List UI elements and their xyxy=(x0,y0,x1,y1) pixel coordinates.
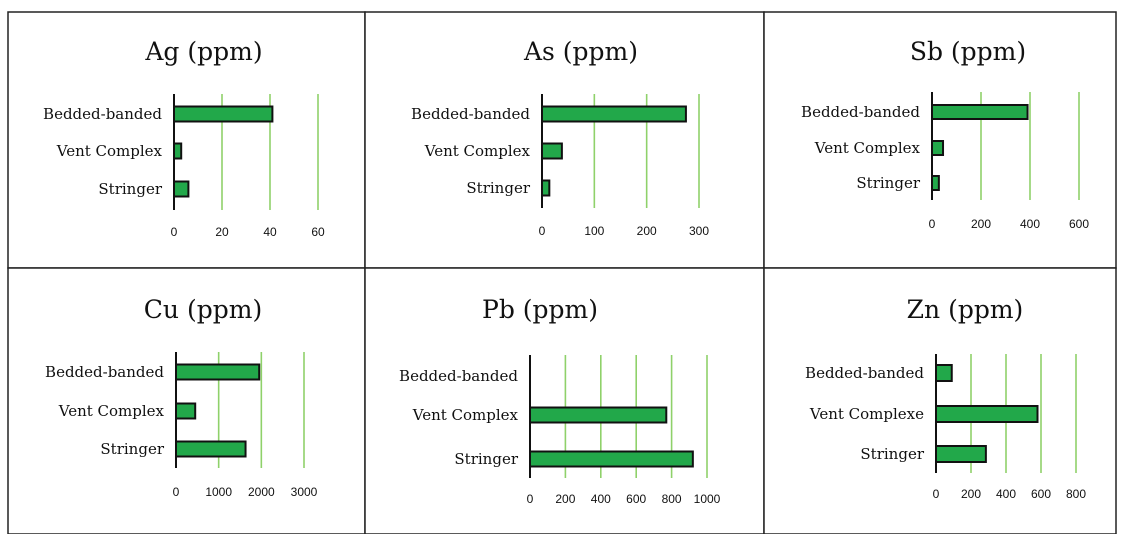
bar xyxy=(529,406,668,424)
bar xyxy=(541,142,563,160)
category-label: Vent Complex xyxy=(58,402,165,420)
bar xyxy=(175,440,247,458)
tick-label: 200 xyxy=(961,487,981,501)
tick-label: 400 xyxy=(591,492,611,506)
category-label: Vent Complex xyxy=(412,406,519,424)
tick-label: 200 xyxy=(971,217,991,231)
category-label: Vent Complexe xyxy=(809,405,924,423)
chart-svg: Pb (ppm) Bedded-banded Vent Complex Stringe… xyxy=(364,267,765,534)
category-label: Bedded-banded xyxy=(801,103,920,121)
chart-panel: Sb (ppm) Bedded-banded Vent Complex Stringe… xyxy=(763,11,1117,269)
category-label: Stringer xyxy=(466,179,530,197)
panel-border xyxy=(763,267,1117,534)
tick-label: 600 xyxy=(1069,217,1089,231)
tick-label: 60 xyxy=(311,225,325,239)
bar xyxy=(931,175,940,191)
bar xyxy=(529,450,694,468)
tick-label: 3000 xyxy=(291,485,318,499)
chart-panel: Cu (ppm) Bedded-banded Vent Complex Stringe… xyxy=(7,267,366,534)
chart-svg: Cu (ppm) Bedded-banded Vent Complex Stringe… xyxy=(7,267,366,534)
bar xyxy=(541,105,687,123)
category-label: Bedded-banded xyxy=(399,367,518,385)
tick-label: 0 xyxy=(929,217,936,231)
bar xyxy=(175,402,197,420)
chart-title: Zn (ppm) xyxy=(907,295,1024,324)
category-label: Bedded-banded xyxy=(43,105,162,123)
chart-svg: As (ppm) Bedded-banded Vent Complex Stringe… xyxy=(364,11,765,269)
tick-label: 0 xyxy=(933,487,940,501)
chart-panel: Zn (ppm) Bedded-banded Vent Complexe String… xyxy=(763,267,1117,534)
bar xyxy=(175,363,261,381)
chart-title: Pb (ppm) xyxy=(482,295,598,324)
tick-label: 40 xyxy=(263,225,277,239)
bar xyxy=(931,104,1029,120)
tick-label: 0 xyxy=(527,492,534,506)
tick-label: 1000 xyxy=(205,485,232,499)
tick-label: 400 xyxy=(996,487,1016,501)
category-label: Stringer xyxy=(454,450,518,468)
category-label: Stringer xyxy=(98,180,162,198)
chart-svg: Ag (ppm) Bedded-banded Vent Complex Stringe… xyxy=(7,11,366,269)
chart-svg: Sb (ppm) Bedded-banded Vent Complex Stringe… xyxy=(763,11,1117,269)
category-label: Bedded-banded xyxy=(805,364,924,382)
category-label: Vent Complex xyxy=(56,142,163,160)
chart-svg: Zn (ppm) Bedded-banded Vent Complexe String… xyxy=(763,267,1117,534)
chart-title: Ag (ppm) xyxy=(144,37,262,66)
category-label: Stringer xyxy=(860,445,924,463)
bar xyxy=(173,142,183,160)
tick-label: 1000 xyxy=(694,492,721,506)
bar xyxy=(541,179,551,197)
chart-title: Sb (ppm) xyxy=(910,37,1026,66)
tick-label: 800 xyxy=(1066,487,1086,501)
tick-label: 0 xyxy=(171,225,178,239)
tick-label: 2000 xyxy=(248,485,275,499)
tick-label: 200 xyxy=(637,224,657,238)
chart-title: Cu (ppm) xyxy=(144,295,262,324)
bar xyxy=(173,180,190,198)
bar xyxy=(935,445,987,463)
category-label: Bedded-banded xyxy=(411,105,530,123)
bar xyxy=(935,364,953,382)
category-label: Stringer xyxy=(856,174,920,192)
chart-panel: Ag (ppm) Bedded-banded Vent Complex Stringe… xyxy=(7,11,366,269)
tick-label: 0 xyxy=(173,485,180,499)
chart-title: As (ppm) xyxy=(523,37,638,66)
tick-label: 100 xyxy=(584,224,604,238)
tick-label: 800 xyxy=(662,492,682,506)
bar xyxy=(173,105,274,123)
category-label: Vent Complex xyxy=(424,142,531,160)
category-label: Bedded-banded xyxy=(45,363,164,381)
tick-label: 600 xyxy=(1031,487,1051,501)
tick-label: 600 xyxy=(626,492,646,506)
bar xyxy=(935,405,1039,423)
tick-label: 20 xyxy=(215,225,229,239)
category-label: Vent Complex xyxy=(814,139,921,157)
tick-label: 300 xyxy=(689,224,709,238)
chart-panel: Pb (ppm) Bedded-banded Vent Complex Stringe… xyxy=(364,267,765,534)
bar xyxy=(931,140,945,156)
tick-label: 400 xyxy=(1020,217,1040,231)
tick-label: 200 xyxy=(555,492,575,506)
category-label: Stringer xyxy=(100,440,164,458)
chart-panel: As (ppm) Bedded-banded Vent Complex Stringe… xyxy=(364,11,765,269)
tick-label: 0 xyxy=(539,224,546,238)
